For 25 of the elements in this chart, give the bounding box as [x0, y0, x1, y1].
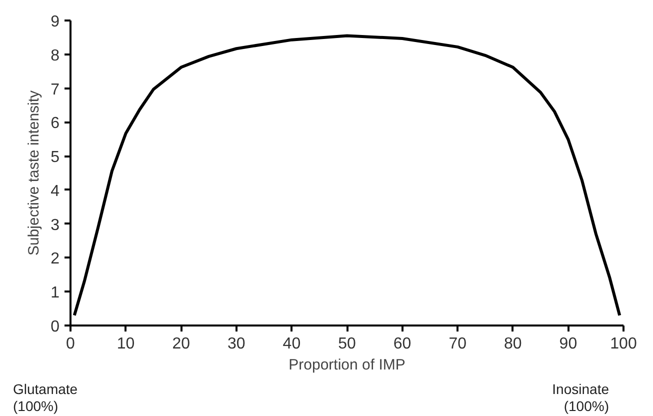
- y-tick-label: 7: [50, 81, 60, 98]
- y-tick-label: 3: [50, 216, 60, 234]
- x-tick-label: 0: [66, 336, 76, 352]
- x-tick-label: 80: [504, 336, 522, 352]
- text: Glutamate (100%): [13, 381, 78, 415]
- text: Inosinate (100%): [552, 381, 609, 415]
- y-tick-label: 6: [50, 115, 60, 132]
- y-tick-label: 8: [50, 47, 60, 64]
- y-tick-label: 4: [50, 182, 60, 200]
- y-tick-label: 9: [50, 14, 60, 30]
- x-tick-label: 50: [338, 336, 356, 352]
- x-tick-label: 60: [393, 336, 412, 352]
- y-tick-label: 2: [50, 250, 60, 268]
- x-tick-label: 30: [228, 336, 246, 352]
- y-tick-label: 1: [50, 284, 60, 302]
- x-tick-label: 70: [448, 336, 467, 352]
- x-tick-label: 20: [172, 336, 190, 352]
- y-tick-label: 5: [50, 149, 60, 166]
- y-axis-title: Subjective taste intensity: [26, 90, 43, 256]
- x-axis-title: Proportion of IMP: [288, 356, 406, 374]
- x-tick-label: 10: [116, 336, 135, 352]
- y-tick-label: 0: [50, 318, 60, 336]
- x-tick-label: 100: [610, 336, 637, 352]
- x-tick-label: 90: [559, 336, 578, 352]
- x-tick-label: 40: [282, 336, 301, 352]
